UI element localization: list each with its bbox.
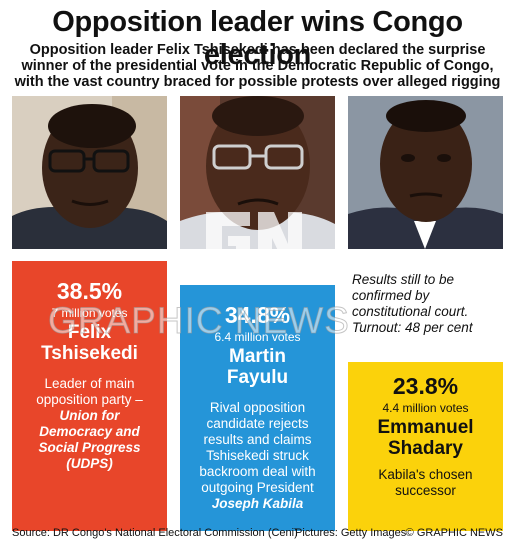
vote-count: 4.4 million votes	[382, 401, 469, 415]
candidate-card-fayulu: 34.8% 6.4 million votes Martin Fayulu Ri…	[180, 285, 335, 531]
pictures-credit: Pictures: Getty Images	[295, 527, 407, 539]
party-name: Union for Democracy and Social Progress …	[38, 408, 141, 471]
vote-percent: 38.5%	[56, 278, 123, 304]
candidate-description: Rival opposition candidate rejects resul…	[188, 400, 327, 512]
candidate-description: Kabila's chosen successor	[378, 467, 473, 498]
candidate-last-name: Fayulu	[226, 367, 289, 388]
president-name: Joseph Kabila	[211, 496, 304, 511]
candidate-card-shadary: 23.8% 4.4 million votes Emmanuel Shadary…	[348, 362, 503, 531]
candidate-last-name: Shadary	[388, 438, 463, 459]
candidate-last-name: Tshisekedi	[41, 343, 138, 364]
candidate-first-name: Martin	[229, 346, 286, 367]
photo-martin-fayulu	[180, 96, 335, 249]
vote-percent: 34.8%	[224, 302, 291, 328]
source-credit: Source: DR Congo's National Electoral Co…	[12, 527, 298, 539]
vote-count: 6.4 million votes	[214, 330, 301, 344]
copyright: © GRAPHIC NEWS	[405, 527, 503, 539]
headline: Opposition leader wins Congo election	[52, 6, 463, 71]
photo-felix-tshisekedi	[12, 96, 167, 249]
vote-count: 7 million votes	[51, 306, 128, 320]
candidate-description: Leader of main opposition party – Union …	[22, 376, 157, 472]
candidate-first-name: Felix	[67, 322, 112, 343]
results-note: Results still to be confirmed by constit…	[352, 272, 473, 335]
subtitle: Opposition leader Felix Tshisekedi has b…	[14, 42, 501, 90]
description-text: Leader of main opposition party –	[36, 376, 143, 407]
candidate-card-tshisekedi: 38.5% 7 million votes Felix Tshisekedi L…	[12, 261, 167, 531]
vote-percent: 23.8%	[392, 373, 459, 399]
photo-emmanuel-shadary	[348, 96, 503, 249]
description-text: Rival opposition candidate rejects resul…	[199, 400, 316, 495]
candidate-first-name: Emmanuel	[377, 417, 474, 438]
